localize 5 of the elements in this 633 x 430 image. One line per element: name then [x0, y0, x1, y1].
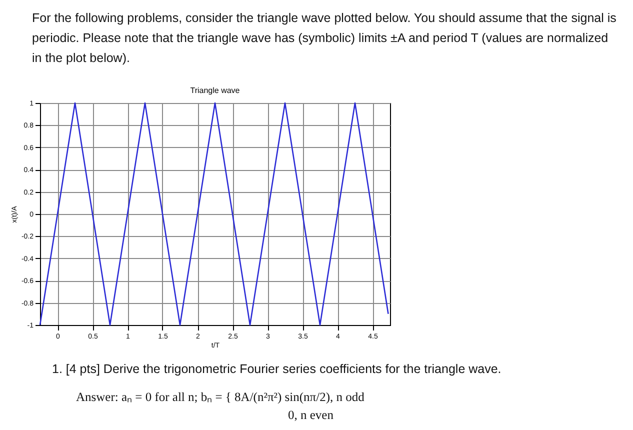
- text: 0, n even: [288, 408, 334, 423]
- text: 1. [4 pts] Derive the trigonometric Fourier series coefficients for the triangle wave.: [52, 362, 502, 376]
- text: Answer: aₙ = 0 for all n; bₙ = { 8A/(n²π²) sin(nπ/2), n odd: [76, 389, 364, 405]
- chart-title: Triangle wave: [190, 86, 240, 95]
- text: For the following problems, consider the triangle wave plotted below. You should assume that the signal is periodic. Please note that the triangle wave has (symbolic) limits ±A and period T (values are normalized in the plot below).: [32, 10, 617, 67]
